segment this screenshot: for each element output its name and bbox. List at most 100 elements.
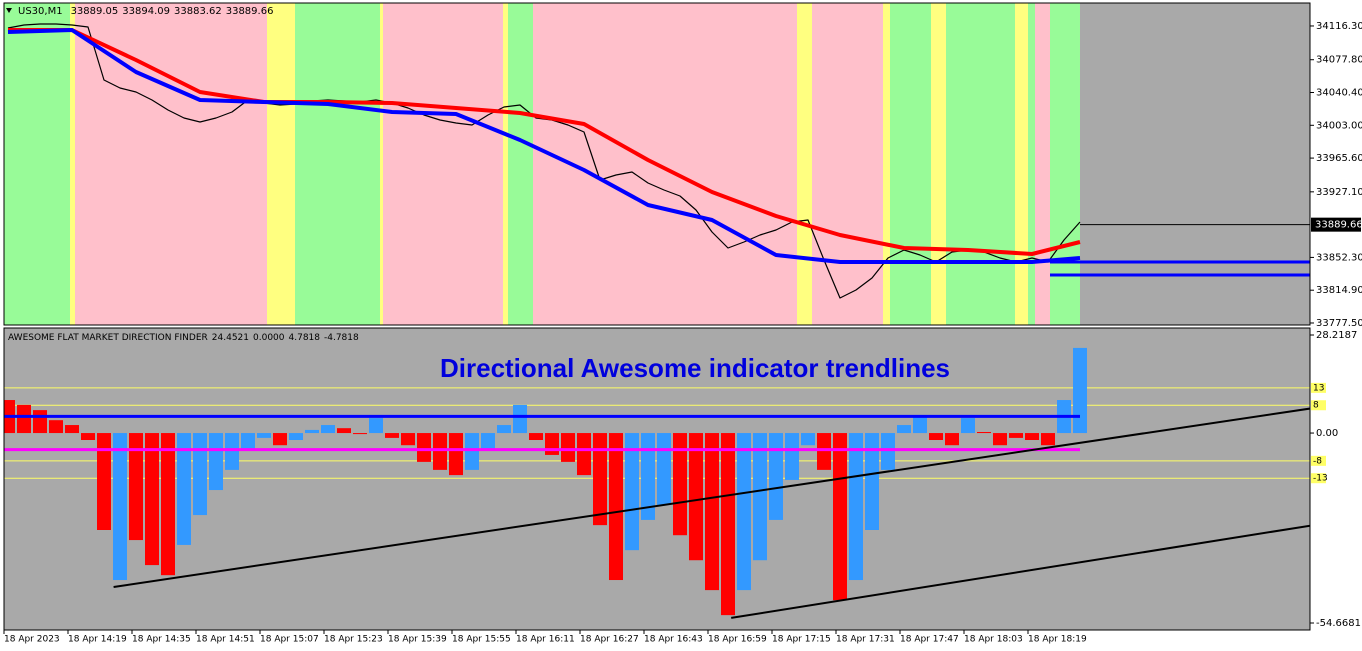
y-tick-label: -54.6681 — [1316, 618, 1361, 629]
y-tick-label: 34003.00 — [1316, 120, 1362, 131]
x-tick-label: 18 Apr 14:51 — [196, 635, 255, 645]
x-tick-label: 18 Apr 16:43 — [644, 635, 703, 645]
histogram-bar — [33, 410, 47, 434]
x-tick-label: 18 Apr 15:39 — [388, 635, 447, 645]
x-tick-label: 18 Apr 16:11 — [516, 635, 575, 645]
x-tick-label: 18 Apr 15:23 — [324, 635, 383, 645]
level-label-box — [1311, 473, 1326, 484]
histogram-bar — [593, 433, 607, 526]
histogram-bar — [801, 433, 815, 446]
moving-average — [7, 28, 1081, 264]
histogram-bar — [305, 429, 319, 434]
histogram-bar — [465, 433, 479, 470]
histogram-bar — [817, 433, 831, 470]
histogram-bar — [49, 420, 63, 434]
histogram-bar — [625, 433, 639, 551]
histogram-bar — [353, 433, 367, 435]
y-tick-label: 33965.60 — [1316, 153, 1362, 164]
histogram-bar — [977, 432, 991, 434]
histogram-bar — [337, 428, 351, 434]
histogram-bar — [1009, 433, 1023, 438]
histogram-bar — [193, 433, 207, 516]
histogram-bar — [945, 433, 959, 446]
histogram-bar — [65, 425, 79, 434]
x-tick-label: 18 Apr 17:31 — [836, 635, 895, 645]
level-label: -13 — [1313, 474, 1328, 484]
level-label: 8 — [1313, 401, 1319, 411]
histogram-bar — [913, 414, 927, 434]
indicator-value: 4.7818 — [289, 333, 321, 343]
price-frame — [3, 2, 1311, 326]
histogram-bar — [225, 433, 239, 470]
histogram-bar — [129, 433, 143, 541]
y-tick-label: 33852.30 — [1316, 252, 1362, 263]
y-tick-label: 33777.50 — [1316, 318, 1362, 329]
histogram-bar — [497, 425, 511, 434]
histogram-bar — [689, 433, 703, 561]
histogram-bar — [209, 433, 223, 491]
histogram-bar — [385, 433, 399, 438]
symbol: US30,M1 — [18, 6, 63, 17]
histogram-bar — [609, 433, 623, 581]
ohlc-value: 33883.62 — [174, 6, 222, 17]
y-tick-label: 34040.40 — [1316, 88, 1362, 99]
histogram-bar — [289, 433, 303, 440]
histogram-bar — [1025, 433, 1039, 440]
price-label-box — [1311, 217, 1361, 232]
histogram-bar — [433, 433, 447, 470]
histogram-bar — [865, 433, 879, 530]
histogram-bar — [401, 433, 415, 446]
histogram-bar — [17, 404, 31, 434]
price-header: US30,M1 33889.05 33894.09 33883.62 33889.66 — [18, 6, 273, 17]
histogram-bar — [529, 433, 543, 440]
histogram-bar — [785, 433, 799, 480]
histogram-bar — [1041, 433, 1055, 446]
histogram-bar — [513, 404, 527, 434]
trendline — [113, 407, 1310, 588]
histogram-bar — [97, 433, 111, 530]
histogram-bar — [897, 425, 911, 434]
y-tick-label: 34116.30 — [1316, 21, 1362, 32]
collapse-icon — [6, 8, 12, 13]
x-tick-label: 18 Apr 17:47 — [900, 635, 959, 645]
histogram-bar — [737, 433, 751, 591]
x-tick-label: 18 Apr 14:35 — [132, 635, 191, 645]
histogram-bar — [545, 433, 559, 455]
histogram-bar — [993, 433, 1007, 446]
histogram-bar — [481, 433, 495, 451]
price-label: 33889.66 — [1315, 220, 1362, 231]
histogram-bar — [449, 433, 463, 476]
histogram-bar — [81, 433, 95, 440]
level-label: -8 — [1313, 456, 1322, 466]
x-tick-label: 18 Apr 16:59 — [708, 635, 767, 645]
histogram-bar — [113, 433, 127, 581]
histogram-bar — [417, 433, 431, 462]
histogram-bar — [577, 433, 591, 476]
price-plot — [7, 23, 1310, 299]
level-label-box — [1311, 455, 1326, 466]
x-tick-label: 18 Apr 2023 — [4, 635, 60, 645]
histogram-bar — [929, 433, 943, 440]
indicator-value: 0.0000 — [253, 333, 285, 343]
indicator-header: AWESOME FLAT MARKET DIRECTION FINDER 24.4… — [8, 333, 359, 343]
x-tick-label: 18 Apr 17:15 — [772, 635, 831, 645]
histogram-bar — [241, 433, 255, 451]
histogram-bar — [961, 418, 975, 434]
histogram-bar — [657, 433, 671, 505]
annotation: Directional Awesome indicator trendlines — [440, 353, 950, 383]
histogram-bar — [753, 433, 767, 561]
trendline — [731, 524, 1310, 619]
histogram-bar — [673, 433, 687, 536]
x-tick-label: 18 Apr 15:07 — [260, 635, 319, 645]
ohlc-value: 33889.05 — [71, 6, 119, 17]
y-tick-label: 33814.90 — [1316, 285, 1362, 296]
indicator-value: 24.4521 — [212, 333, 249, 343]
histogram-bar — [705, 433, 719, 591]
histogram-bar — [641, 433, 655, 520]
level-label: 13 — [1313, 383, 1324, 393]
indicator-frame — [3, 327, 1311, 631]
histogram-bar — [833, 433, 847, 601]
histogram-bar — [321, 425, 335, 434]
ohlc-value: 33894.09 — [122, 6, 170, 17]
